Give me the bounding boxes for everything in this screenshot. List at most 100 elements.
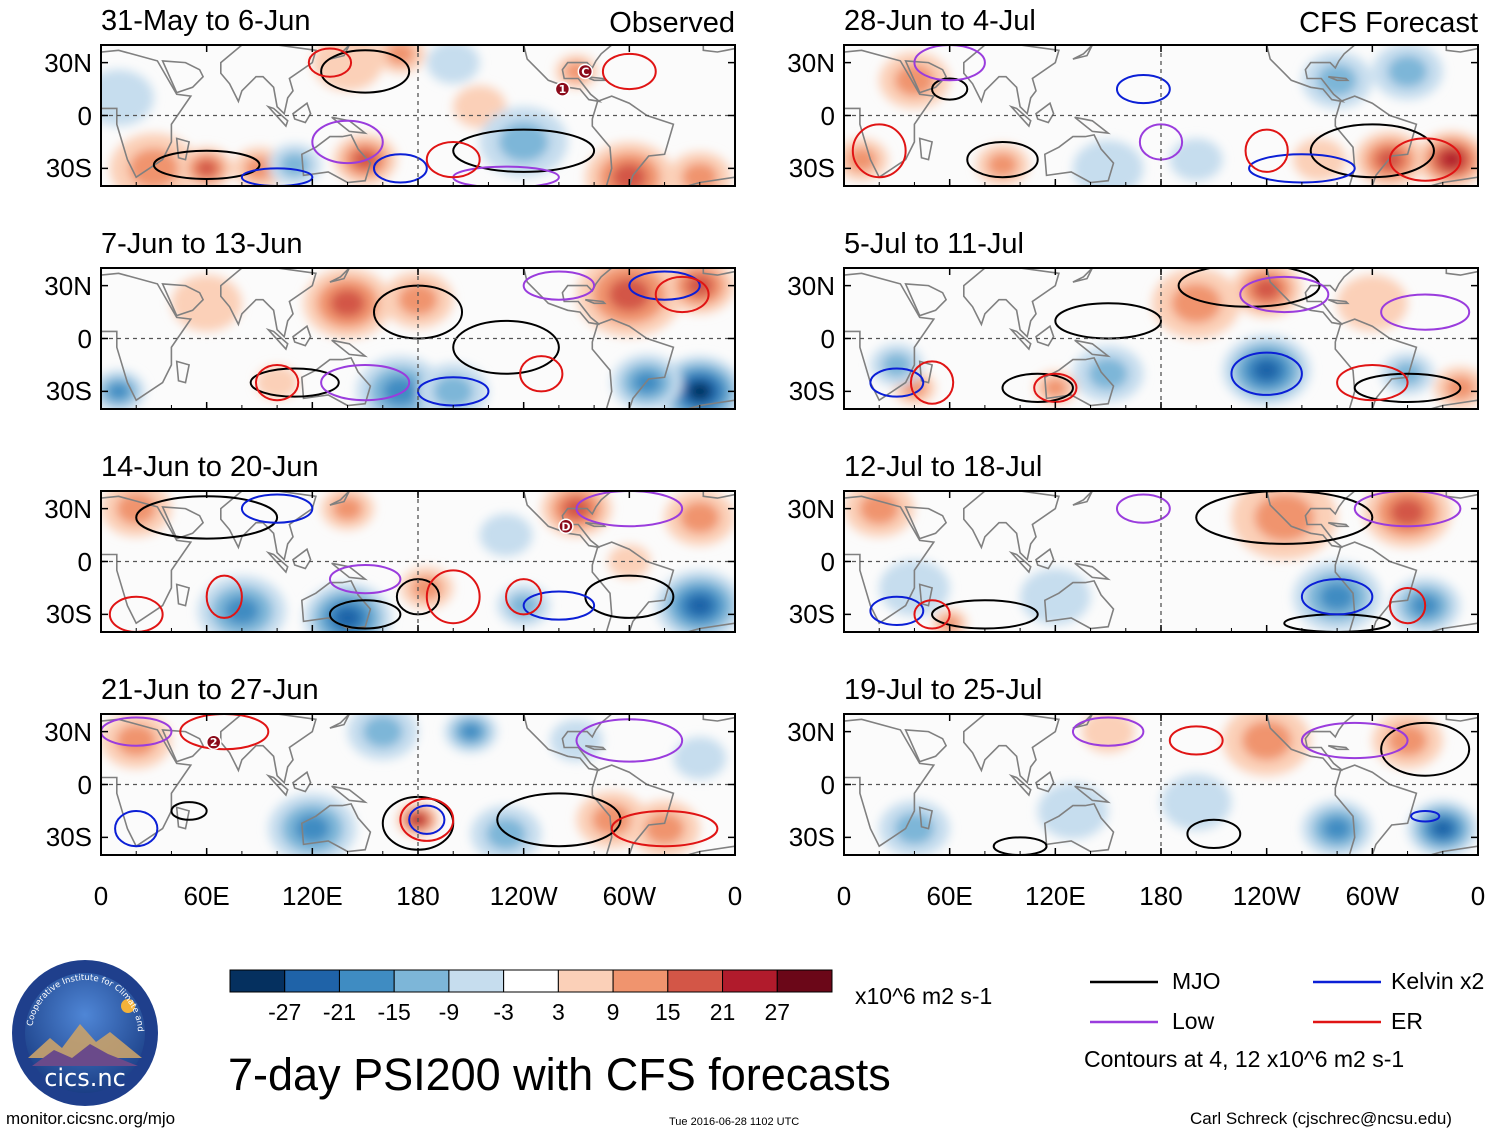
- anomaly-level: [673, 736, 727, 780]
- lat-tick-label: 30S: [45, 599, 92, 630]
- lat-tick-label: 0: [77, 100, 92, 131]
- colorbar-tick-label: -9: [438, 999, 460, 1025]
- contour-mjo: [1380, 721, 1471, 777]
- colorbar-swatch: [338, 969, 395, 993]
- contour-kelvin-x2: [240, 167, 314, 186]
- colorbar-tick-label: -21: [322, 999, 357, 1025]
- coastline: [1430, 399, 1478, 409]
- lat-tick-label: 0: [77, 323, 92, 354]
- coastline: [918, 137, 934, 161]
- coastline: [1072, 45, 1094, 60]
- coastline: [161, 729, 205, 763]
- coastline: [1334, 764, 1418, 855]
- contour-er: [1244, 128, 1289, 173]
- coastline: [265, 105, 289, 128]
- coastline: [1043, 802, 1115, 853]
- contour-mjo: [966, 140, 1039, 179]
- coastline: [1327, 744, 1350, 751]
- contour-mjo: [249, 367, 340, 398]
- contour-er: [610, 809, 719, 848]
- contour-mjo: [992, 836, 1048, 855]
- contour-er: [179, 714, 270, 751]
- tc-marker: [554, 81, 571, 97]
- anomaly-level: [196, 160, 218, 177]
- panel-date-title: 21-Jun to 27-Jun: [101, 674, 319, 706]
- contour-er: [505, 578, 543, 616]
- lat-tick-label: 0: [820, 100, 835, 131]
- lon-tick-label: 180: [396, 881, 440, 911]
- coastline: [1072, 714, 1094, 729]
- colorbar-units: x10^6 m2 s-1: [855, 983, 993, 1009]
- coastline: [1265, 45, 1356, 103]
- contour-low: [913, 45, 986, 82]
- lon-tick-label: 180: [1139, 881, 1183, 911]
- lat-tick-label: 30S: [45, 376, 92, 407]
- coastline: [331, 562, 368, 581]
- coastline: [1334, 95, 1418, 186]
- anomaly-level: [460, 723, 482, 740]
- coastline: [1430, 622, 1478, 632]
- coastline: [1035, 547, 1055, 570]
- panel-frame: [843, 267, 1479, 410]
- coastline: [1327, 298, 1350, 305]
- contour-er: [254, 363, 300, 402]
- coastline: [687, 176, 735, 186]
- contour-kelvin-x2: [1115, 73, 1171, 105]
- colorbar-tick-label: 27: [764, 999, 791, 1025]
- anomaly-level: [881, 352, 912, 377]
- coastline: [1265, 491, 1356, 549]
- lat-tick-label: 30N: [787, 493, 835, 524]
- coastline: [1008, 105, 1032, 128]
- panel-frame: [100, 713, 736, 856]
- lat-tick-label: 30N: [787, 716, 835, 747]
- lat-tick-label: 30S: [788, 599, 835, 630]
- contour-kelvin-x2: [1230, 351, 1303, 396]
- coastline: [963, 714, 1060, 785]
- footer-url[interactable]: monitor.cicsnc.org/mjo: [6, 1109, 176, 1128]
- anomaly-level: [101, 69, 154, 127]
- coastline: [1043, 579, 1115, 630]
- anomaly-level: [224, 596, 260, 625]
- lat-tick-label: 0: [820, 323, 835, 354]
- contour-low: [1353, 491, 1462, 528]
- logo-wordmark: cics.nc: [44, 1064, 126, 1092]
- contour-kelvin-x2: [408, 804, 446, 835]
- coastline: [265, 328, 289, 351]
- coastline: [1445, 714, 1478, 722]
- coastline: [292, 324, 312, 347]
- contour-mjo: [170, 801, 208, 821]
- lat-tick-label: 30N: [787, 270, 835, 301]
- anomaly-level: [108, 383, 130, 400]
- contour-low: [522, 270, 596, 301]
- footer-timestamp: Tue 2016-06-28 1102 UTC: [669, 1116, 800, 1128]
- colorbar-tick-label: -15: [377, 999, 411, 1025]
- contour-er: [1033, 372, 1078, 403]
- anomaly-level: [433, 375, 474, 408]
- coastline: [329, 714, 351, 729]
- anomaly-level: [1387, 55, 1428, 88]
- anomaly-level: [1043, 378, 1068, 398]
- panel-frame: [843, 713, 1479, 856]
- lat-tick-label: 30S: [788, 822, 835, 853]
- anomaly-level: [608, 277, 651, 312]
- lat-tick-label: 30N: [44, 270, 92, 301]
- panel-frame: [100, 490, 736, 633]
- coastline: [904, 729, 948, 763]
- anomaly-level: [279, 152, 310, 177]
- anomaly-level: [1081, 714, 1135, 753]
- panel-frame: [843, 44, 1479, 187]
- panel-date-title: 5-Jul to 11-Jul: [844, 228, 1024, 260]
- coastline: [265, 773, 289, 797]
- coastline: [1072, 268, 1094, 283]
- coastline: [300, 356, 372, 407]
- panel-frame: [843, 490, 1479, 633]
- contour-er: [1388, 586, 1427, 625]
- lon-tick-label: 60E: [183, 881, 230, 911]
- coastline: [1327, 75, 1350, 82]
- panel-7-jun-to-13-jun: [100, 267, 736, 410]
- lon-tick-label: 120W: [1232, 881, 1301, 911]
- contour-er: [1388, 137, 1462, 182]
- contour-mjo: [1177, 268, 1321, 308]
- anomaly-level: [633, 371, 661, 394]
- cics-logo: Cooperative Institute for Climate and Sa…: [10, 958, 158, 1106]
